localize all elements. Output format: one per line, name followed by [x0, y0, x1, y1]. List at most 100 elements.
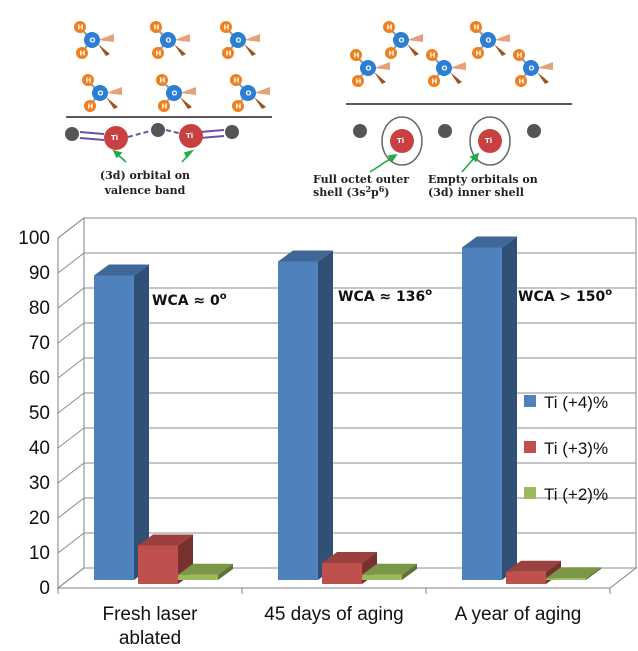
mid-label-base: shell (3s [313, 186, 365, 199]
bar-front [278, 261, 318, 580]
bar-side [218, 563, 233, 580]
arrow-line [369, 156, 394, 173]
h-label: H [236, 103, 242, 111]
y-tick-label: 40 [29, 438, 50, 459]
h-label: H [356, 78, 362, 86]
titanium-atom [390, 129, 414, 153]
hydrogen-atom [150, 21, 162, 33]
water-molecule: H HO [156, 74, 196, 112]
legend-label: Ti (+3)% [544, 439, 608, 458]
bar [278, 250, 333, 580]
left-label-line2: valence band [104, 184, 186, 197]
wca-annotation: WCA ≈ 136o [338, 287, 432, 305]
x-tick-label: ablated [119, 628, 181, 649]
arrow-head [469, 152, 480, 163]
wca-annotation-sup: o [605, 287, 612, 298]
bond-line [165, 129, 183, 135]
h-label: H [476, 50, 482, 58]
ti-label: Ti [111, 134, 118, 142]
arrow-line [461, 156, 476, 173]
bar [138, 534, 193, 584]
arrow-head [112, 149, 123, 159]
hydrogen-atom [515, 75, 527, 87]
bar-side [402, 563, 417, 580]
wca-annotation: WCA ≈ 0o [152, 291, 227, 309]
bar-front [362, 574, 402, 580]
bond-line [199, 135, 225, 139]
bar-side [502, 236, 517, 580]
h-label: H [88, 103, 94, 111]
hydrogen-atom [426, 49, 438, 61]
h-label: H [234, 77, 240, 85]
hydrogen-atom [470, 21, 482, 33]
h-label: H [474, 24, 480, 32]
o-label: O [172, 90, 178, 98]
ti-label: Ti [485, 137, 492, 145]
wca-annotation-base: WCA ≈ 0 [152, 293, 220, 309]
gridline [57, 427, 636, 449]
bar-top [362, 563, 417, 575]
hydrogen-atom [513, 49, 525, 61]
mid-label-sup2: 6 [379, 184, 385, 194]
right-label-line1: Empty orbitals on [428, 173, 538, 186]
y-tick-label: 10 [29, 543, 50, 564]
hydrogen-atom [158, 100, 170, 112]
hydrogen-atom [472, 47, 484, 59]
gridline [57, 287, 636, 309]
water-molecule: H HO [513, 49, 553, 87]
pointer-arrows [112, 149, 480, 173]
ti-label: Ti [397, 137, 404, 145]
surface-oxygen-atom [527, 124, 541, 138]
bar [546, 567, 601, 580]
surface-oxygen-atom [65, 127, 79, 141]
hydrogen-atom [352, 75, 364, 87]
wca-annotation: WCA > 150o [518, 287, 612, 305]
bond-wedge [244, 34, 260, 42]
y-tick-label: 100 [18, 228, 50, 249]
x-axis-ticks: Fresh laser ablated 45 days of aging A year… [102, 604, 581, 649]
legend-label: Ti (+2)% [544, 485, 608, 504]
hydrogen-atom [74, 21, 86, 33]
bond-line [79, 137, 105, 141]
bar-top [94, 264, 149, 276]
surface-oxygen-atom [225, 125, 239, 139]
oxygen-atom [166, 85, 182, 101]
legend-label: Ti (+4)% [544, 393, 608, 412]
surface-oxygen-atom [151, 123, 165, 137]
hydrogen-atom [350, 49, 362, 61]
left-label-line1: (3d) orbital on [100, 169, 190, 182]
h-label: H [387, 24, 393, 32]
bond-wedge [450, 72, 462, 84]
y-tick-label: 60 [29, 368, 50, 389]
o-label: O [366, 65, 372, 73]
h-label: H [156, 50, 162, 58]
h-label: H [354, 52, 360, 60]
water-molecule: H HO [82, 74, 122, 112]
bar [94, 264, 149, 580]
bond-wedge [106, 97, 118, 109]
o-label: O [399, 37, 405, 45]
hydrogen-atom [428, 75, 440, 87]
bond-wedge [98, 44, 110, 56]
gridline [57, 462, 636, 484]
h-label: H [519, 78, 525, 86]
bar-top [546, 567, 601, 579]
legend-swatch [524, 441, 536, 453]
o-label: O [486, 37, 492, 45]
bond-wedge [537, 62, 553, 70]
bar-front [138, 545, 178, 584]
surface-oxygen-atom [353, 124, 367, 138]
surface-oxygen-atom [438, 124, 452, 138]
o-label: O [442, 65, 448, 73]
gridline [57, 532, 636, 554]
y-axis-ticks: 0 10 20 30 40 50 60 70 80 90 100 [18, 228, 50, 599]
water-molecule: H HO [350, 49, 390, 87]
h-label: H [517, 52, 523, 60]
bars [94, 236, 601, 584]
wca-annotation-base: WCA ≈ 136 [338, 289, 425, 305]
hydrogen-atom [232, 100, 244, 112]
y-tick-label: 70 [29, 333, 50, 354]
bond-wedge [254, 97, 266, 109]
bar-front [506, 571, 546, 584]
